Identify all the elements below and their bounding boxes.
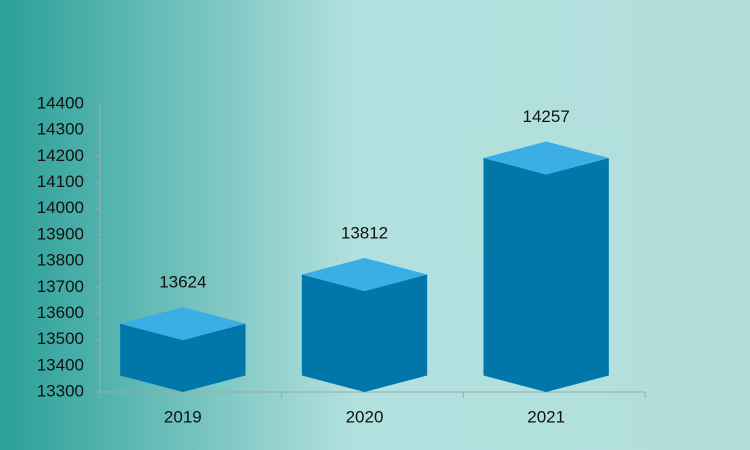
- bar-body: [120, 323, 246, 392]
- y-tick-label: 14200: [37, 146, 84, 165]
- value-label: 14257: [523, 107, 570, 126]
- bar: [120, 307, 246, 392]
- bar: [483, 141, 609, 392]
- y-tick-label: 13300: [37, 381, 84, 400]
- y-tick-label: 13900: [37, 224, 84, 243]
- y-tick-label: 13500: [37, 329, 84, 348]
- x-tick-label: 2020: [346, 407, 384, 426]
- bar-top: [483, 141, 609, 175]
- y-tick-label: 14000: [37, 198, 84, 217]
- x-tick-label: 2021: [527, 407, 565, 426]
- value-label: 13624: [159, 273, 206, 292]
- bar-top: [120, 307, 246, 341]
- y-tick-label: 14300: [37, 120, 84, 139]
- bar: [301, 257, 428, 392]
- y-tick-label: 13400: [37, 355, 84, 374]
- x-tick-label: 2019: [164, 407, 202, 426]
- value-label: 13812: [341, 223, 388, 242]
- bar-body: [301, 274, 428, 392]
- y-tick-label: 13700: [37, 277, 84, 296]
- y-tick-label: 13800: [37, 251, 84, 270]
- bar-body: [483, 157, 609, 392]
- y-tick-label: 14400: [37, 93, 84, 112]
- y-tick-label: 14100: [37, 172, 84, 191]
- y-tick-label: 13600: [37, 303, 84, 322]
- bar-top: [301, 257, 428, 291]
